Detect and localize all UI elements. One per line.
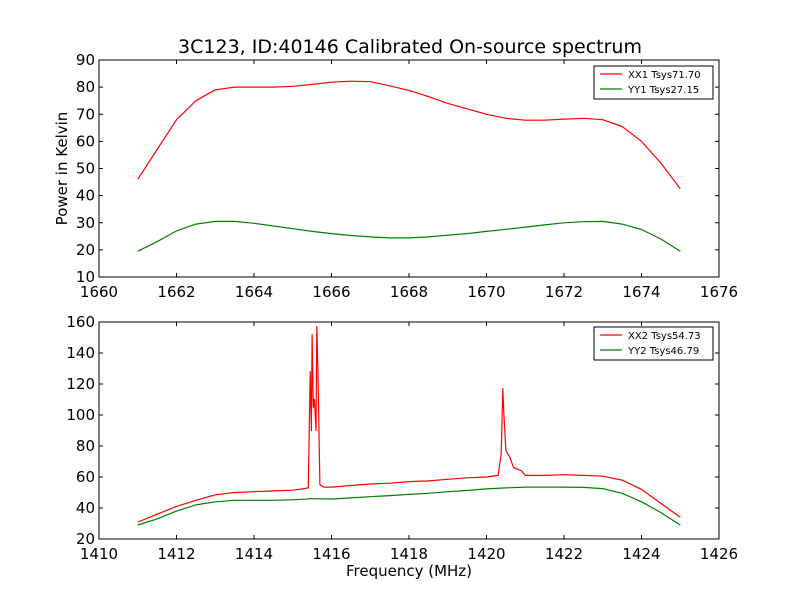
series-line-1-0: [137, 326, 681, 523]
x-tick-label-1-3: 1416: [312, 545, 350, 563]
y-tick-label-0-0: 10: [76, 268, 95, 286]
y-tick-label-1-6: 140: [66, 344, 95, 362]
y-tick-label-0-2: 30: [76, 214, 95, 232]
chart-title: 3C123, ID:40146 Calibrated On-source spe…: [178, 36, 642, 58]
x-tick-label-0-3: 1666: [312, 283, 350, 301]
y-tick-label-0-8: 90: [76, 51, 95, 69]
y-tick-label-0-1: 20: [76, 241, 95, 259]
legend-label-0-1: YY1 Tsys27.15: [627, 85, 699, 96]
x-tick-label-0-4: 1668: [390, 283, 428, 301]
x-tick-label-1-5: 1420: [467, 545, 505, 563]
series-line-0-0: [137, 80, 681, 190]
x-tick-label-1-2: 1414: [235, 545, 273, 563]
y-tick-label-1-0: 20: [76, 530, 95, 548]
x-tick-label-0-7: 1674: [622, 283, 660, 301]
series-line-1-1: [137, 486, 681, 526]
x-tick-label-0-1: 1662: [157, 283, 195, 301]
x-tick-label-0-8: 1676: [700, 283, 738, 301]
y-tick-label-0-5: 60: [76, 132, 95, 150]
x-tick-label-1-4: 1418: [390, 545, 428, 563]
y-tick-label-0-4: 50: [76, 160, 95, 178]
y-tick-label-1-7: 160: [66, 313, 95, 331]
y-tick-label-1-4: 100: [66, 406, 95, 424]
y-tick-label-1-5: 120: [66, 375, 95, 393]
x-tick-label-0-0: 1660: [80, 283, 118, 301]
x-tick-label-0-6: 1672: [545, 283, 583, 301]
x-tick-label-1-6: 1422: [545, 545, 583, 563]
y-tick-label-0-3: 40: [76, 187, 95, 205]
x-tick-label-1-7: 1424: [622, 545, 660, 563]
y-tick-label-1-1: 40: [76, 499, 95, 517]
upper-plot: 1660 1662 1664 1666 1668 1670 1672 1674 1676 10 20…: [53, 51, 738, 301]
x-axis-label-1: Frequency (MHz): [346, 562, 472, 580]
legend-box-0: [593, 65, 714, 100]
y-tick-label-0-6: 70: [76, 105, 95, 123]
x-tick-label-1-1: 1412: [157, 545, 195, 563]
x-tick-label-1-8: 1426: [700, 545, 738, 563]
y-tick-label-1-3: 80: [76, 437, 95, 455]
legend-label-0-0: XX1 Tsys71.70: [628, 70, 701, 81]
y-axis-label-0: Power in Kelvin: [53, 112, 71, 226]
x-tick-label-0-2: 1664: [235, 283, 273, 301]
legend-label-1-0: XX2 Tsys54.73: [628, 331, 701, 342]
series-line-0-1: [137, 220, 681, 252]
legend-label-1-1: YY2 Tsys46.79: [627, 346, 699, 357]
x-tick-label-1-0: 1410: [80, 545, 118, 563]
y-tick-label-0-7: 80: [76, 78, 95, 96]
y-tick-label-1-2: 60: [76, 468, 95, 486]
legend-box-1: [593, 326, 714, 361]
x-tick-label-0-5: 1670: [467, 283, 505, 301]
lower-plot: 1410 1412 1414 1416 1418 1420 1422 1424 1426 20 40…: [66, 313, 738, 580]
